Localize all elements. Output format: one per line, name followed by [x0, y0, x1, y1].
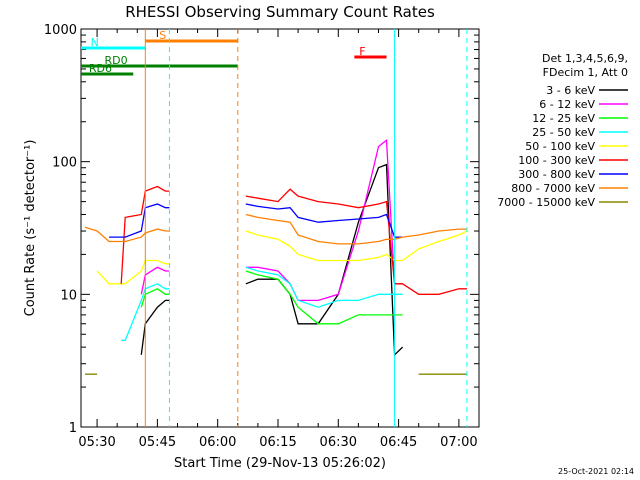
legend-label: 800 - 7000 keV — [511, 182, 595, 195]
legend-label: 50 - 100 keV — [525, 140, 595, 153]
series-line-50-100-kev — [96, 230, 468, 285]
x-tick-label: 06:45 — [380, 435, 417, 450]
x-tick-label: 06:15 — [259, 435, 296, 450]
annotation-label-rd6: RD6 — [89, 62, 112, 75]
annotation-label-f: F — [359, 45, 365, 58]
timestamp: 25-Oct-2021 02:14 — [558, 467, 634, 476]
series-line-100-300-kev — [120, 185, 467, 295]
series-line-3-6-kev — [140, 163, 404, 357]
annotation-label-rd0: RD0 — [105, 54, 128, 67]
plot-frame — [80, 28, 480, 428]
series-line-800-7000-kev — [84, 213, 467, 245]
x-tick-label: 06:00 — [199, 435, 236, 450]
series-line-12-25-kev — [140, 270, 403, 325]
y-axis: 1 10 100 1000 — [44, 23, 479, 436]
y-axis-label: Count Rate (s⁻¹ detector⁻¹) — [23, 140, 38, 317]
x-axis-label: Start Time (29-Nov-13 05:26:02) — [174, 456, 386, 471]
x-tick-label: 06:30 — [320, 435, 357, 450]
x-tick-label: 05:45 — [139, 435, 176, 450]
legend-label: 7000 - 15000 keV — [497, 196, 595, 209]
legend-label: 3 - 6 keV — [546, 84, 595, 97]
series-line-300-800-kev — [109, 203, 403, 238]
chart-title: RHESSI Observing Summary Count Rates — [125, 3, 435, 21]
annotation-label-n: N — [91, 36, 99, 49]
annotation-label-s: S — [159, 29, 166, 42]
legend-header-2: FDecim 1, Att 0 — [543, 66, 628, 79]
legend-label: 12 - 25 keV — [532, 112, 595, 125]
y-tick-label: 1 — [69, 421, 77, 436]
x-tick-label: 07:00 — [440, 435, 477, 450]
series-line-25-50-kev — [121, 266, 403, 341]
y-tick-label: 1000 — [44, 23, 77, 38]
x-axis: 05:30 05:45 06:00 06:15 06:30 06:45 07:00 — [78, 29, 480, 450]
x-tick-label: 05:30 — [78, 435, 115, 450]
legend-label: 25 - 50 keV — [532, 126, 595, 139]
y-tick-label: 100 — [52, 156, 77, 171]
y-tick-label: 10 — [60, 288, 77, 303]
legend-label: 6 - 12 keV — [539, 98, 595, 111]
series-layer — [84, 139, 468, 375]
legend-label: 100 - 300 keV — [518, 154, 595, 167]
legend-header-1: Det 1,3,4,5,6,9, — [542, 52, 628, 65]
legend-label: 300 - 800 keV — [518, 168, 595, 181]
series-line-6-12-kev — [140, 139, 403, 302]
